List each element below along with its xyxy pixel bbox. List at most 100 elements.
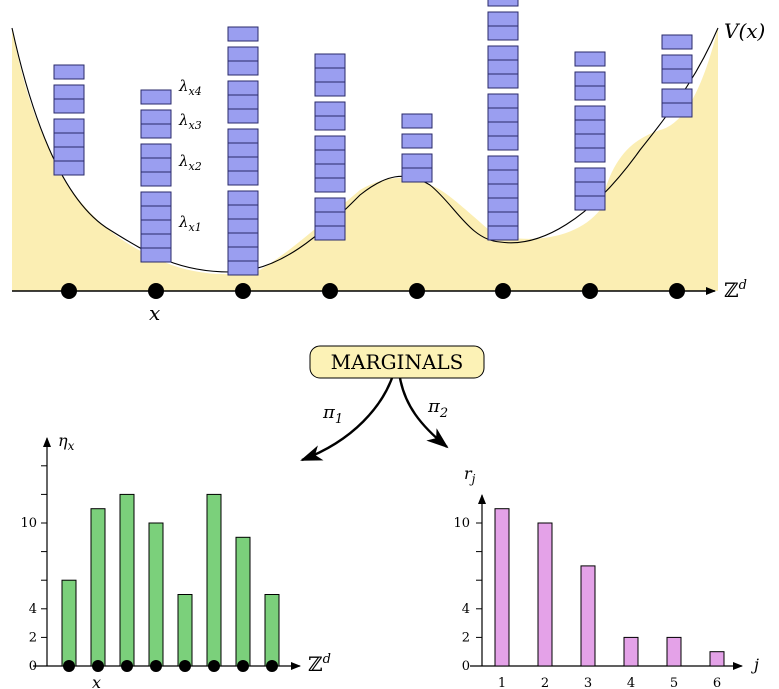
rj-ticks: 0 2 4 10 xyxy=(453,516,482,674)
rj-histogram: rj j 0 2 4 10 1 2 3 4 5 6 xyxy=(453,464,759,689)
lattice-point-1 xyxy=(61,283,77,299)
potential-region xyxy=(12,28,718,291)
eta-histogram: ηx ℤd x 0 2 4 10 xyxy=(20,431,330,689)
eta-dot-7 xyxy=(237,660,249,672)
eta-lattice-dots xyxy=(63,660,278,672)
eta-tick-label: 2 xyxy=(29,630,37,645)
eta-x-label: x xyxy=(92,673,101,689)
block-group xyxy=(487,93,519,151)
block-group xyxy=(661,54,693,84)
rj-bar-6 xyxy=(709,651,725,667)
rj-category-labels: 1 2 3 4 5 6 xyxy=(498,676,721,689)
block-group xyxy=(487,11,519,41)
lattice-point-7 xyxy=(582,283,598,299)
marginals-hub: MARGINALS π1 π2 xyxy=(300,345,485,462)
block-group xyxy=(140,89,172,105)
eta-bars xyxy=(61,493,280,667)
block-group xyxy=(661,88,693,118)
lattice-point-2 xyxy=(148,283,164,299)
lattice-point-3 xyxy=(235,283,251,299)
lambda-x3: λx3 xyxy=(178,111,202,132)
eta-tick-label: 0 xyxy=(29,659,37,674)
block-group xyxy=(401,153,433,183)
potential-label: V(x) xyxy=(724,19,765,43)
eta-bar-6 xyxy=(206,493,222,667)
rj-category-4: 4 xyxy=(627,676,635,689)
block-group xyxy=(140,143,172,187)
marginals-box xyxy=(309,345,485,379)
eta-tick-label: 4 xyxy=(29,602,37,617)
pi2-label: π2 xyxy=(427,396,448,421)
eta-x-axis-label: ℤd xyxy=(308,652,331,676)
rj-category-1: 1 xyxy=(498,676,506,689)
lattice-axis-label: ℤd xyxy=(724,278,747,302)
rj-category-3: 3 xyxy=(584,676,592,689)
block-group xyxy=(227,80,259,124)
rj-y-label: rj xyxy=(464,464,476,486)
rj-x-axis-label: j xyxy=(751,655,759,674)
block-group xyxy=(53,118,85,176)
block-group xyxy=(574,167,606,211)
block-group xyxy=(53,84,85,114)
block-group xyxy=(401,133,433,149)
block-group xyxy=(314,197,346,241)
eta-dot-2 xyxy=(92,660,104,672)
block-group xyxy=(487,45,519,89)
block-group xyxy=(314,101,346,131)
rj-tick-label: 2 xyxy=(462,630,470,645)
eta-bar-5 xyxy=(177,594,193,667)
pi1-label: π1 xyxy=(322,402,343,427)
marginals-title: MARGINALS xyxy=(331,350,464,374)
rj-tick-label: 10 xyxy=(453,516,470,531)
rj-tick-label: 0 xyxy=(462,659,470,674)
eta-dot-8 xyxy=(266,660,278,672)
potential-landscape-panel: V(x) ℤd x λx4 λx3 λx2 λx1 xyxy=(11,0,765,325)
pi1-arrow xyxy=(300,377,394,462)
block-group xyxy=(53,64,85,80)
rj-tick-label: 4 xyxy=(462,602,470,617)
rj-bar-5 xyxy=(666,636,682,667)
eta-dot-1 xyxy=(63,660,75,672)
block-group xyxy=(314,135,346,193)
eta-ticks: 0 2 4 10 xyxy=(20,465,47,674)
block-group xyxy=(227,128,259,186)
block-group xyxy=(574,51,606,67)
eta-bar-4 xyxy=(148,522,164,667)
eta-tick-label: 10 xyxy=(20,516,37,531)
lattice-point-8 xyxy=(669,283,685,299)
eta-bar-7 xyxy=(235,536,251,667)
block-group xyxy=(227,190,259,276)
block-group xyxy=(487,155,519,241)
rj-bar-2 xyxy=(537,522,553,667)
rj-bar-3 xyxy=(580,565,596,667)
block-group xyxy=(487,0,519,7)
eta-dot-4 xyxy=(150,660,162,672)
rj-category-5: 5 xyxy=(670,676,678,689)
block-group xyxy=(401,113,433,129)
block-group xyxy=(314,53,346,97)
rj-category-6: 6 xyxy=(713,676,721,689)
block-group xyxy=(227,46,259,76)
lattice-point-6 xyxy=(495,283,511,299)
block-group xyxy=(574,105,606,163)
potential-curve xyxy=(11,27,719,273)
lattice-point-4 xyxy=(322,283,338,299)
lambda-x4: λx4 xyxy=(178,77,202,98)
pi2-arrow xyxy=(398,377,449,449)
eta-dot-5 xyxy=(179,660,191,672)
eta-dot-6 xyxy=(208,660,220,672)
lattice-point-5 xyxy=(409,283,425,299)
lambda-labels: λx4 λx3 λx2 λx1 xyxy=(178,77,202,234)
block-group xyxy=(140,109,172,139)
block-group xyxy=(140,191,172,263)
eta-bar-8 xyxy=(264,594,280,667)
lambda-x1: λx1 xyxy=(178,213,202,234)
rj-bars xyxy=(494,508,725,667)
eta-y-label: ηx xyxy=(58,431,75,453)
particle-blocks xyxy=(53,0,693,276)
block-group xyxy=(574,71,606,101)
eta-bar-3 xyxy=(119,493,135,667)
rj-category-2: 2 xyxy=(541,676,549,689)
eta-bar-1 xyxy=(61,579,77,667)
